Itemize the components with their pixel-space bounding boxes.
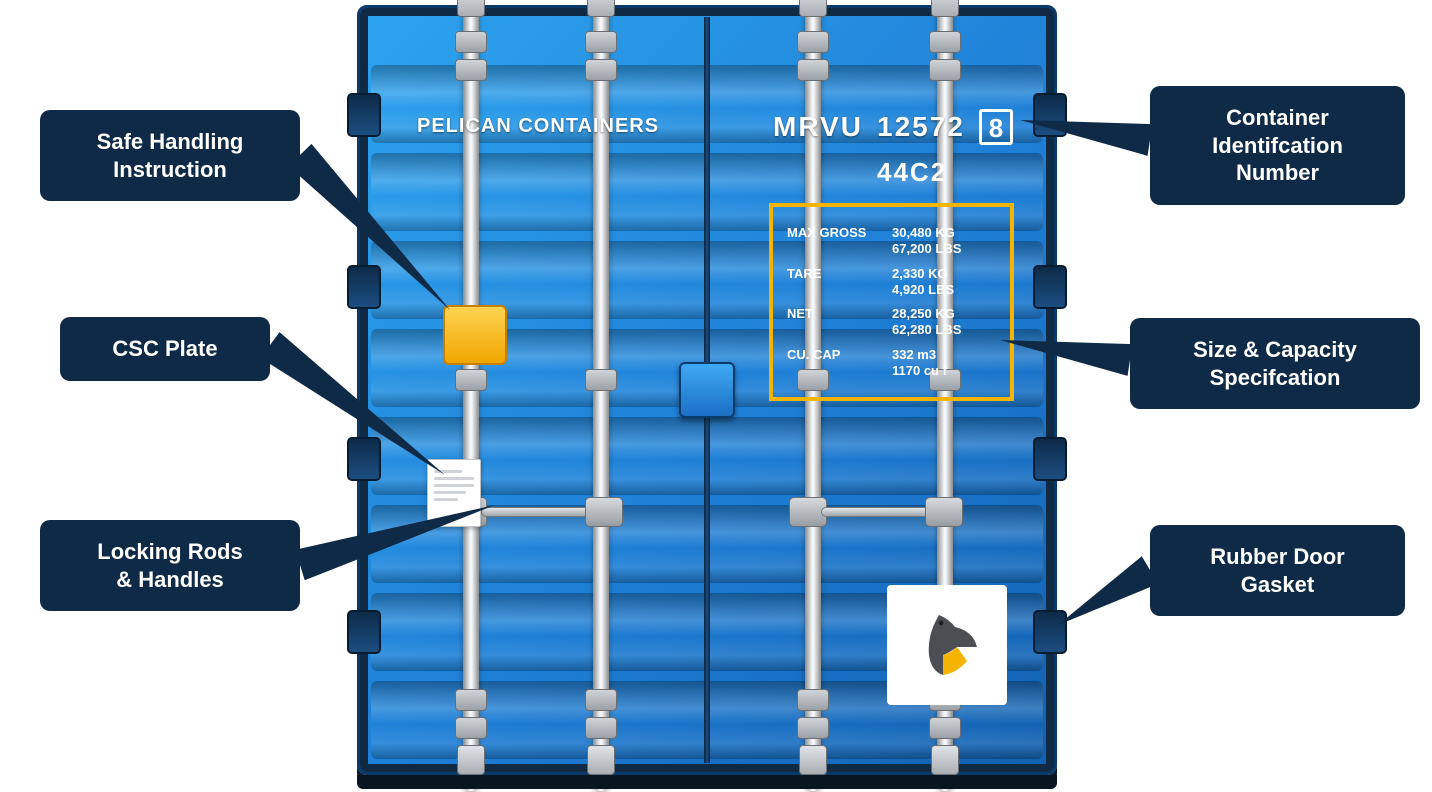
center-latch xyxy=(679,362,735,418)
callout-rubber-gasket: Rubber DoorGasket xyxy=(1150,525,1405,616)
id-prefix: MRVU xyxy=(773,111,863,143)
spec-row: TARE2,330 KG4,920 LBS xyxy=(787,266,996,299)
callout-locking-rods: Locking Rods& Handles xyxy=(40,520,300,611)
door-hinge xyxy=(347,437,381,481)
company-logo xyxy=(887,585,1007,705)
spec-value: 2,330 KG4,920 LBS xyxy=(892,266,954,299)
spec-value: 332 m31170 cu f xyxy=(892,347,947,380)
spec-value: 28,250 KG62,280 LBS xyxy=(892,306,961,339)
door-hinge xyxy=(347,610,381,654)
container-base-shadow xyxy=(357,775,1057,789)
callout-size-capacity: Size & CapacitySpecifcation xyxy=(1130,318,1420,409)
spec-row: MAX GROSS30,480 KG67,200 LBS xyxy=(787,225,996,258)
door-hinge xyxy=(1033,610,1067,654)
pelican-logo-icon xyxy=(907,605,987,685)
id-serial: 12572 xyxy=(877,111,965,143)
size-capacity-panel: MAX GROSS30,480 KG67,200 LBSTARE2,330 KG… xyxy=(769,203,1014,401)
spec-label: MAX GROSS xyxy=(787,225,892,258)
csc-plate-icon xyxy=(443,305,507,365)
door-hinge xyxy=(347,93,381,137)
shipping-container: PELICAN CONTAINERS MRVU 12572 8 44C2 MAX… xyxy=(357,5,1057,775)
id-check-digit: 8 xyxy=(979,109,1013,145)
callout-csc-plate: CSC Plate xyxy=(60,317,270,381)
spec-label: NET xyxy=(787,306,892,339)
spec-label: TARE xyxy=(787,266,892,299)
door-hinge xyxy=(1033,437,1067,481)
door-hinge xyxy=(1033,265,1067,309)
brand-text: PELICAN CONTAINERS xyxy=(417,115,659,138)
safe-handling-sheet-icon xyxy=(427,459,481,527)
pointer-rubber_gasket xyxy=(1058,556,1158,625)
callout-container-id: ContainerIdentifcationNumber xyxy=(1150,86,1405,205)
size-type-code: 44C2 xyxy=(877,157,947,188)
door-hinge xyxy=(347,265,381,309)
handle-right xyxy=(789,491,969,531)
spec-label: CU. CAP xyxy=(787,347,892,380)
diagram-canvas: PELICAN CONTAINERS MRVU 12572 8 44C2 MAX… xyxy=(0,0,1432,792)
callout-safe-handling: Safe HandlingInstruction xyxy=(40,110,300,201)
door-hinge xyxy=(1033,93,1067,137)
spec-value: 30,480 KG67,200 LBS xyxy=(892,225,961,258)
spec-row: CU. CAP332 m31170 cu f xyxy=(787,347,996,380)
spec-row: NET28,250 KG62,280 LBS xyxy=(787,306,996,339)
